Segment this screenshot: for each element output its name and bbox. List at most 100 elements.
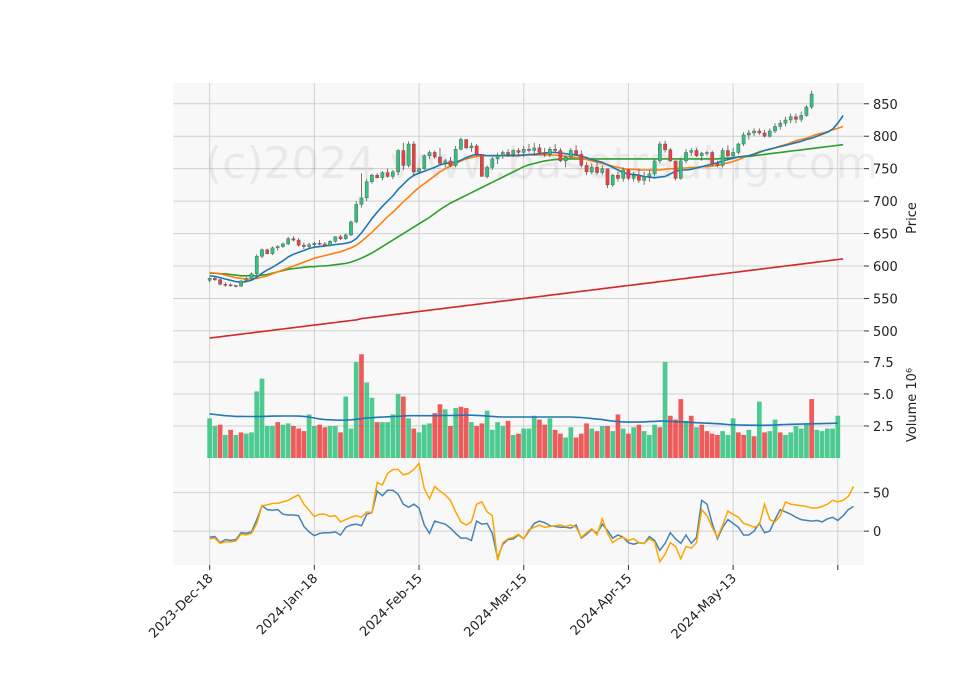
candle-body-36 xyxy=(396,150,400,173)
volume-bar-71 xyxy=(578,433,584,458)
candle-107 xyxy=(767,128,772,138)
volume-bar-39 xyxy=(411,428,417,458)
candle-4 xyxy=(228,283,233,287)
volume-bar-12 xyxy=(270,425,275,458)
candle-49 xyxy=(464,139,468,150)
candle-52 xyxy=(480,154,484,177)
volume-bar-13 xyxy=(275,422,281,458)
candle-body-74 xyxy=(595,167,599,173)
price-axis-title: Price xyxy=(905,202,920,234)
candle-body-76 xyxy=(605,168,610,186)
volume-bar-9 xyxy=(254,391,260,458)
volume-bar-29 xyxy=(359,354,364,458)
volume-bar-41 xyxy=(421,424,427,458)
candle-71 xyxy=(579,150,584,168)
candle-17 xyxy=(296,238,301,247)
candle-100 xyxy=(731,147,735,157)
candle-67 xyxy=(558,147,563,163)
volume-bar-88 xyxy=(667,415,673,458)
candle-body-14 xyxy=(281,243,285,247)
candle-31 xyxy=(370,173,374,184)
volume-tick-label-1: 5.0 xyxy=(873,388,894,403)
candle-36 xyxy=(396,149,400,176)
candle-body-105 xyxy=(757,130,762,134)
volume-bar-50 xyxy=(469,422,474,458)
volume-bar-95 xyxy=(704,431,710,458)
candle-92 xyxy=(689,147,694,156)
candle-10 xyxy=(260,248,264,259)
candle-body-88 xyxy=(668,149,673,162)
candle-101 xyxy=(736,142,741,155)
candle-body-40 xyxy=(417,168,421,173)
candle-body-62 xyxy=(532,147,537,151)
volume-bar-14 xyxy=(280,424,286,458)
volume-bar-55 xyxy=(495,422,500,458)
candle-37 xyxy=(401,142,406,170)
candle-body-27 xyxy=(349,221,353,236)
candle-14 xyxy=(281,242,285,248)
volume-bar-76 xyxy=(605,425,610,458)
candle-body-60 xyxy=(521,149,526,153)
candle-body-107 xyxy=(767,130,772,137)
candle-body-68 xyxy=(563,156,568,162)
candle-74 xyxy=(595,162,599,176)
candle-20 xyxy=(312,242,317,248)
candle-body-92 xyxy=(689,150,694,153)
candle-104 xyxy=(752,128,756,137)
price-tick-label-850: 850 xyxy=(873,98,898,113)
volume-bar-27 xyxy=(348,428,354,458)
candle-6 xyxy=(239,280,243,287)
price-y-axis: 500 550 600 650 700 750 800 850 xyxy=(864,98,898,340)
candle-body-72 xyxy=(584,165,589,173)
candle-66 xyxy=(553,144,557,153)
volume-bar-79 xyxy=(620,428,626,458)
candle-body-59 xyxy=(516,150,521,153)
volume-bar-44 xyxy=(437,404,443,458)
oscillator-panel xyxy=(209,461,855,564)
candle-body-79 xyxy=(621,169,626,179)
volume-bar-53 xyxy=(484,410,490,458)
candle-body-102 xyxy=(741,134,746,145)
candle-111 xyxy=(788,113,793,124)
candle-body-18 xyxy=(302,245,306,247)
volume-bar-115 xyxy=(809,399,815,458)
ma-long-line xyxy=(209,258,844,339)
candle-body-101 xyxy=(736,143,741,153)
volume-bar-66 xyxy=(552,429,558,458)
candle-body-73 xyxy=(589,167,594,173)
volume-bar-2 xyxy=(217,424,223,458)
grid-lines xyxy=(173,83,864,565)
candle-26 xyxy=(343,233,348,241)
candle-13 xyxy=(275,245,280,251)
candle-82 xyxy=(637,168,641,183)
candle-99 xyxy=(726,145,730,159)
candle-body-2 xyxy=(218,279,222,285)
volume-bar-80 xyxy=(626,433,631,458)
candle-body-100 xyxy=(731,152,735,156)
candle-96 xyxy=(710,150,715,167)
volume-tick-label-2: 7.5 xyxy=(873,356,894,371)
candle-body-23 xyxy=(328,241,332,247)
x-tick-label-4: 2024-Apr-15 xyxy=(568,571,635,638)
volume-bar-120 xyxy=(835,415,841,458)
candle-body-5 xyxy=(233,285,238,287)
candle-50 xyxy=(469,142,474,152)
volume-bar-36 xyxy=(395,393,401,458)
volume-bar-107 xyxy=(767,431,773,458)
volume-bar-105 xyxy=(756,401,762,458)
volume-bar-106 xyxy=(762,432,767,458)
volume-bar-63 xyxy=(537,419,542,458)
price-tick-label-500: 500 xyxy=(873,325,898,340)
candle-body-66 xyxy=(553,149,557,151)
volume-bar-52 xyxy=(479,423,485,458)
candle-body-71 xyxy=(579,154,584,166)
candle-body-9 xyxy=(254,256,259,275)
candle-body-0 xyxy=(207,278,212,281)
candle-body-12 xyxy=(270,247,275,254)
candle-body-87 xyxy=(663,143,667,151)
volume-bar-75 xyxy=(599,425,605,458)
candle-body-61 xyxy=(527,149,531,151)
candle-body-3 xyxy=(223,284,228,286)
candle-body-55 xyxy=(495,155,500,160)
volume-bar-61 xyxy=(526,428,532,458)
